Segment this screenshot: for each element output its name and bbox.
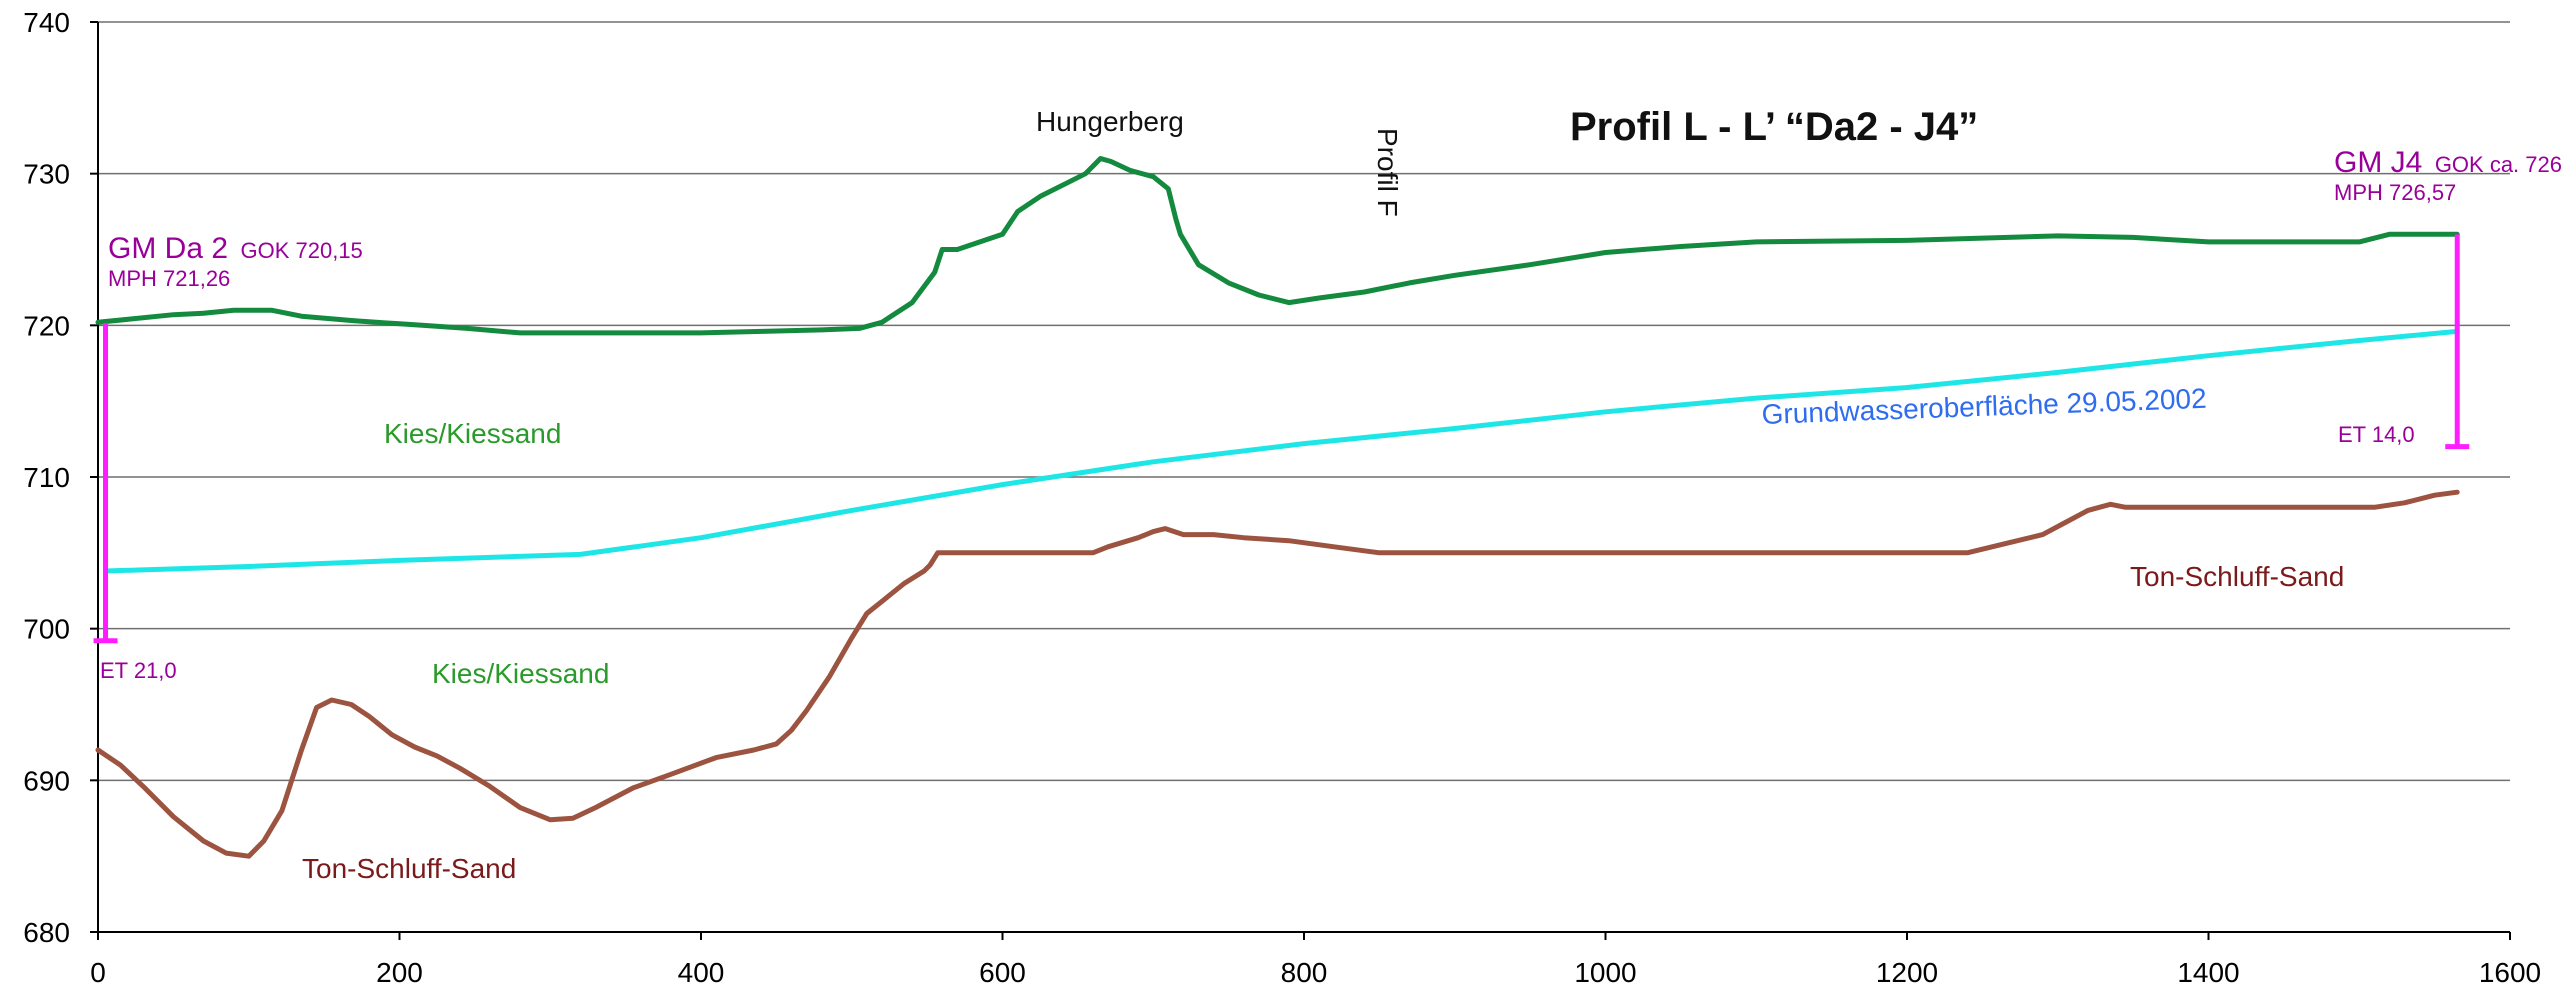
gravel-label-upper: Kies/Kiessand xyxy=(384,418,561,449)
well-j4-title: GM J4 GOK ca. 726 xyxy=(2334,146,2562,179)
x-tick-label-1200: 1200 xyxy=(1876,957,1938,988)
y-tick-label-680: 680 xyxy=(23,917,70,948)
x-tick-labels: 0 200 400 600 800 1000 1200 1400 1600 xyxy=(90,957,2541,988)
x-tick-label-800: 800 xyxy=(1281,957,1328,988)
x-tick-label-400: 400 xyxy=(678,957,725,988)
well-da2-title: GM Da 2 GOK 720,15 xyxy=(108,232,363,265)
y-tick-label-690: 690 xyxy=(23,765,70,796)
well-da2-name: GM Da 2 xyxy=(108,232,228,265)
gravel-label-lower: Kies/Kiessand xyxy=(432,658,609,689)
axes xyxy=(97,22,2510,933)
y-tick-label-720: 720 xyxy=(23,310,70,341)
groundwater-label: Grundwasseroberfläche 29.05.2002 xyxy=(1761,383,2207,430)
x-tick-label-200: 200 xyxy=(376,957,423,988)
x-tick-label-0: 0 xyxy=(90,957,106,988)
y-tick-label-740: 740 xyxy=(23,7,70,38)
x-tick-label-1600: 1600 xyxy=(2479,957,2541,988)
x-tick-label-600: 600 xyxy=(979,957,1026,988)
chart-title: Profil L - L’ “Da2 - J4” xyxy=(1570,105,1978,149)
x-tick-label-1000: 1000 xyxy=(1574,957,1636,988)
well-da2-et: ET 21,0 xyxy=(100,658,177,683)
y-tick-labels: 680 690 700 710 720 730 740 xyxy=(23,7,70,948)
well-j4-mph: MPH 726,57 xyxy=(2334,180,2456,205)
well-markers xyxy=(93,234,2470,644)
well-j4-name: GM J4 xyxy=(2334,146,2422,179)
groundwater-line xyxy=(103,328,2460,574)
y-tick-label-710: 710 xyxy=(23,462,70,493)
well-da2-mph: MPH 721,26 xyxy=(108,266,230,291)
grid-lines xyxy=(90,21,2511,940)
y-tick-label-730: 730 xyxy=(23,159,70,190)
terrain-line xyxy=(95,156,2460,336)
well-da2-gok: GOK 720,15 xyxy=(240,238,362,263)
well-j4-et: ET 14,0 xyxy=(2338,422,2415,447)
clay-line xyxy=(95,489,2460,859)
x-tick-label-1400: 1400 xyxy=(2177,957,2239,988)
profil-f-label: Profil F xyxy=(1372,128,1403,217)
clay-label-right: Ton-Schluff-Sand xyxy=(2130,561,2344,592)
series-lines xyxy=(95,156,2460,859)
well-j4-gok: GOK ca. 726 xyxy=(2435,152,2562,177)
y-tick-label-700: 700 xyxy=(23,614,70,645)
hungerberg-label: Hungerberg xyxy=(1036,106,1184,137)
clay-label-left: Ton-Schluff-Sand xyxy=(302,853,516,884)
